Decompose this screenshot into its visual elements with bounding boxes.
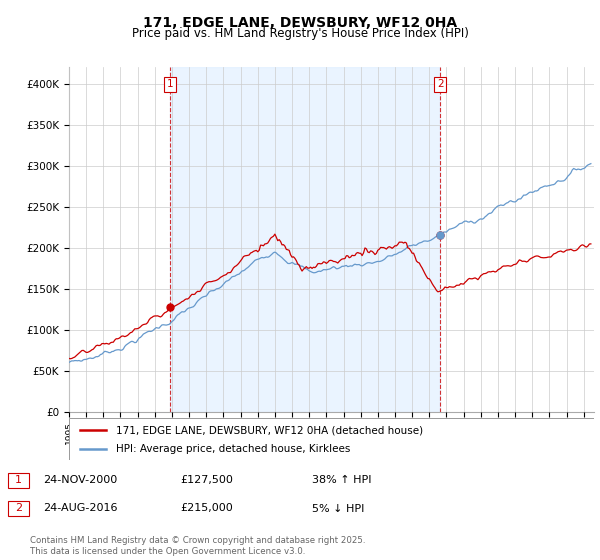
Text: £127,500: £127,500 — [180, 475, 233, 486]
Text: 171, EDGE LANE, DEWSBURY, WF12 0HA: 171, EDGE LANE, DEWSBURY, WF12 0HA — [143, 16, 457, 30]
Text: 2: 2 — [437, 80, 444, 89]
Text: Price paid vs. HM Land Registry's House Price Index (HPI): Price paid vs. HM Land Registry's House … — [131, 27, 469, 40]
Text: Contains HM Land Registry data © Crown copyright and database right 2025.
This d: Contains HM Land Registry data © Crown c… — [30, 536, 365, 556]
Text: 24-AUG-2016: 24-AUG-2016 — [43, 503, 118, 514]
Text: 2: 2 — [15, 503, 22, 514]
Text: 38% ↑ HPI: 38% ↑ HPI — [312, 475, 371, 486]
Text: 5% ↓ HPI: 5% ↓ HPI — [312, 503, 364, 514]
Text: 1: 1 — [167, 80, 173, 89]
Text: 1: 1 — [15, 475, 22, 486]
Text: HPI: Average price, detached house, Kirklees: HPI: Average price, detached house, Kirk… — [116, 444, 350, 454]
FancyBboxPatch shape — [69, 418, 594, 460]
Text: 24-NOV-2000: 24-NOV-2000 — [43, 475, 118, 486]
Bar — [170, 67, 440, 412]
Text: £215,000: £215,000 — [180, 503, 233, 514]
Text: 171, EDGE LANE, DEWSBURY, WF12 0HA (detached house): 171, EDGE LANE, DEWSBURY, WF12 0HA (deta… — [116, 425, 424, 435]
